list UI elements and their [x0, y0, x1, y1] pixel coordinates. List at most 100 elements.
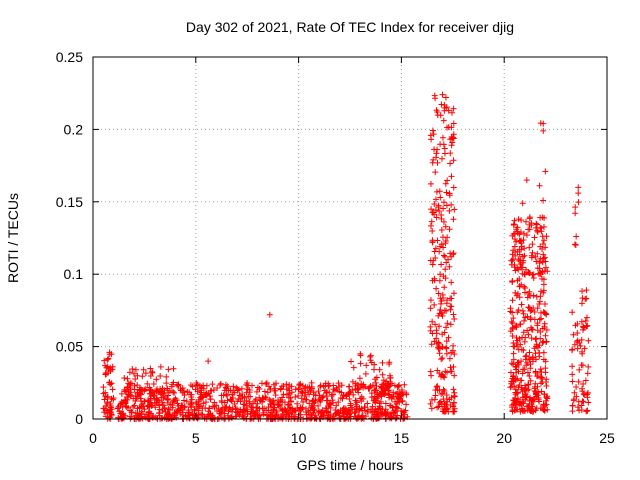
data-point — [431, 211, 438, 218]
data-point — [517, 341, 524, 348]
data-point — [541, 391, 548, 398]
data-point — [327, 404, 334, 411]
data-point — [516, 257, 523, 264]
data-point — [277, 396, 284, 403]
data-point — [109, 386, 116, 393]
data-point — [100, 384, 107, 391]
data-point — [522, 314, 529, 321]
data-point — [211, 399, 218, 406]
data-point — [541, 300, 548, 307]
data-point — [439, 390, 446, 397]
data-point — [326, 400, 333, 407]
data-point — [510, 356, 517, 363]
data-point — [203, 382, 210, 389]
data-point — [573, 384, 580, 391]
data-point — [524, 294, 531, 301]
data-point — [443, 344, 450, 351]
data-point — [348, 358, 355, 365]
data-point — [531, 309, 538, 316]
data-point — [569, 363, 576, 370]
data-point — [377, 409, 384, 416]
data-point — [569, 402, 576, 409]
data-point — [509, 309, 516, 316]
data-point — [438, 356, 445, 363]
data-point — [202, 399, 209, 406]
data-point — [528, 252, 535, 259]
data-point — [533, 221, 540, 228]
data-point — [536, 349, 543, 356]
data-point — [266, 311, 273, 318]
data-point — [163, 380, 170, 387]
data-point — [323, 393, 330, 400]
data-point — [517, 261, 524, 268]
data-point — [537, 329, 544, 336]
data-point — [436, 350, 443, 357]
data-point — [171, 410, 178, 417]
data-point — [429, 261, 436, 268]
data-point — [436, 340, 443, 347]
data-point — [448, 109, 455, 116]
data-point — [434, 404, 441, 411]
data-point — [356, 405, 363, 412]
data-point — [510, 315, 517, 322]
data-point — [104, 356, 111, 363]
data-point — [101, 357, 108, 364]
data-point — [295, 386, 302, 393]
data-point — [522, 353, 529, 360]
data-point — [513, 389, 520, 396]
data-point — [508, 360, 515, 367]
data-point — [169, 381, 176, 388]
data-point — [124, 375, 131, 382]
data-point — [536, 182, 543, 189]
data-point — [515, 346, 522, 353]
data-point — [196, 396, 203, 403]
data-point — [136, 413, 143, 420]
data-point — [300, 398, 307, 405]
data-point — [180, 415, 187, 422]
data-point — [286, 390, 293, 397]
data-point — [507, 328, 514, 335]
data-point — [181, 403, 188, 410]
data-point — [354, 382, 361, 389]
data-point — [527, 308, 534, 315]
data-point — [128, 408, 135, 415]
data-point — [273, 380, 280, 387]
data-point — [445, 107, 452, 114]
data-point — [441, 253, 448, 260]
data-point — [511, 395, 518, 402]
data-point — [521, 386, 528, 393]
data-point — [526, 221, 533, 228]
data-point — [443, 350, 450, 357]
data-point — [440, 205, 447, 212]
data-point — [543, 383, 550, 390]
data-point — [543, 394, 550, 401]
data-point — [428, 405, 435, 412]
data-point — [544, 393, 551, 400]
data-point — [146, 414, 153, 421]
data-point — [178, 402, 185, 409]
data-point — [514, 277, 521, 284]
data-point — [336, 388, 343, 395]
data-point — [446, 192, 453, 199]
data-point — [149, 369, 156, 376]
data-point — [210, 387, 217, 394]
data-point — [254, 400, 261, 407]
data-point — [526, 402, 533, 409]
data-point — [427, 305, 434, 312]
data-point — [192, 386, 199, 393]
data-point — [156, 412, 163, 419]
data-point — [165, 406, 172, 413]
data-point — [520, 400, 527, 407]
data-point — [285, 394, 292, 401]
data-point — [528, 307, 535, 314]
data-point — [540, 127, 547, 134]
data-point — [450, 105, 457, 112]
data-point — [265, 404, 272, 411]
data-point — [583, 287, 590, 294]
data-point — [579, 388, 586, 395]
data-point — [126, 381, 133, 388]
data-point — [434, 159, 441, 166]
data-point — [571, 241, 578, 248]
data-point — [350, 391, 357, 398]
data-point — [351, 410, 358, 417]
